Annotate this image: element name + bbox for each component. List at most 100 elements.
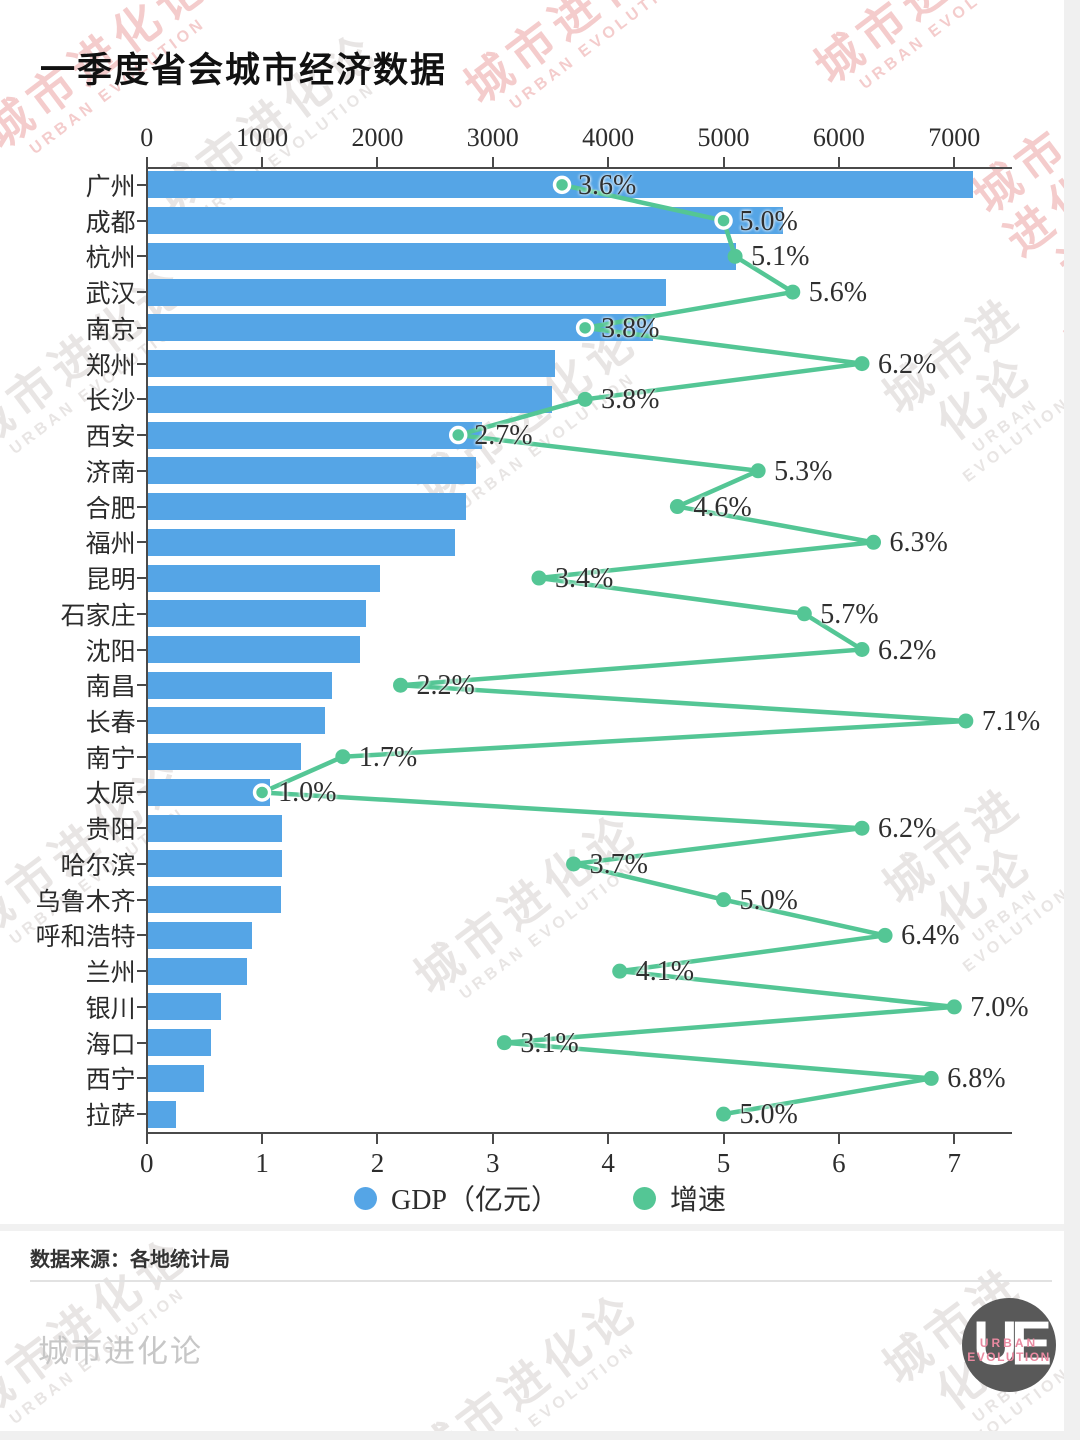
category-label: 西宁 [85, 1067, 136, 1095]
y-axis-category-tick [136, 434, 146, 437]
y-axis-category-tick [136, 219, 146, 222]
growth-value-label: 3.8% [601, 384, 660, 416]
top-axis-tick-label: 2000 [351, 123, 404, 152]
growth-marker [716, 1106, 732, 1122]
growth-value-label: 6.4% [901, 920, 960, 952]
gdp-bar [147, 457, 476, 485]
brand-name: 城市进化论 [38, 1334, 203, 1369]
growth-marker [566, 856, 582, 872]
growth-value-label: 6.2% [877, 348, 937, 380]
y-axis-category-tick [136, 648, 146, 651]
y-axis-category-tick [136, 934, 146, 937]
growth-value-label: 4.1% [635, 956, 695, 988]
top-axis-tick [376, 157, 379, 167]
growth-marker [923, 1070, 939, 1086]
gdp-bar [147, 385, 552, 413]
y-axis-category-tick [136, 862, 146, 865]
growth-marker [335, 749, 351, 765]
growth-value-label: 7.0% [970, 991, 1029, 1023]
gdp-bar [147, 564, 380, 592]
bottom-axis-line [145, 1132, 1012, 1134]
gdp-bar [147, 993, 222, 1021]
y-axis-category-tick [136, 1113, 146, 1116]
gdp-bar [147, 207, 784, 235]
growth-marker [785, 284, 801, 300]
category-label: 成都 [85, 209, 136, 237]
y-axis-category-tick [136, 612, 146, 615]
category-label: 海口 [85, 1031, 136, 1059]
gdp-bar [147, 600, 367, 628]
legend-label-gdp: GDP（亿元） [390, 1185, 559, 1216]
growth-value-label: 5.1% [751, 241, 810, 273]
y-axis-category-tick [136, 326, 146, 329]
gdp-bar [147, 636, 361, 663]
page-title: 一季度省会城市经济数据 [40, 51, 448, 90]
y-axis-category-tick [136, 469, 146, 472]
category-label: 广州 [85, 173, 136, 201]
category-label: 长春 [85, 709, 136, 737]
top-axis-tick-label: 4000 [582, 123, 635, 152]
bottom-axis-tick-label: 7 [947, 1148, 962, 1178]
gdp-bar [147, 957, 247, 985]
top-axis-tick [837, 157, 840, 167]
gdp-bar [147, 707, 326, 735]
y-axis-category-tick [136, 362, 146, 365]
category-label: 呼和浩特 [35, 924, 136, 952]
logo-ue-monogram: UE [972, 1309, 1052, 1379]
brand-logo: UE URBAN EVOLUTION [962, 1298, 1056, 1392]
top-axis-tick-label: 0 [140, 123, 154, 152]
growth-value-label: 6.2% [877, 634, 937, 666]
top-axis-tick [953, 157, 956, 167]
growth-value-label: 3.6% [578, 169, 637, 201]
y-axis-category-tick [136, 183, 146, 186]
category-label: 乌鲁木齐 [35, 888, 136, 916]
growth-marker [877, 927, 893, 943]
growth-value-label: 7.1% [981, 705, 1041, 737]
y-axis-category-tick [136, 684, 146, 687]
legend-item-growth: 增速 [633, 1178, 726, 1218]
legend-label-growth: 增速 [670, 1185, 727, 1216]
growth-value-label: 5.3% [774, 455, 833, 487]
growth-marker [866, 534, 882, 550]
y-axis-category-tick [136, 1005, 146, 1008]
category-label: 太原 [85, 781, 136, 809]
category-label: 济南 [85, 459, 136, 487]
category-label: 银川 [85, 995, 136, 1023]
y-axis-category-tick [136, 291, 146, 294]
bottom-axis-tick [607, 1134, 610, 1144]
logo-subtext-urban: URBAN [979, 1336, 1039, 1350]
category-label: 哈尔滨 [60, 852, 136, 880]
logo-subtext-evolution: EVOLUTION [967, 1350, 1051, 1364]
growth-value-label: 5.0% [739, 205, 798, 237]
growth-marker [393, 677, 409, 693]
growth-value-label: 3.4% [554, 563, 614, 595]
y-axis-category-tick [136, 398, 146, 401]
y-axis-category-tick [136, 970, 146, 973]
top-axis-tick [491, 157, 494, 167]
bottom-axis-tick-label: 2 [370, 1148, 385, 1178]
gdp-bar [147, 493, 466, 521]
growth-marker [716, 892, 732, 908]
section-divider-band [0, 1224, 1080, 1231]
growth-value-label: 5.7% [820, 598, 879, 630]
top-axis-tick [607, 157, 610, 167]
growth-marker [750, 463, 766, 479]
bottom-axis-tick-label: 4 [601, 1148, 615, 1178]
bottom-axis-tick [953, 1134, 956, 1144]
page-edge-bottom [0, 1431, 1080, 1440]
y-axis-category-tick [136, 255, 146, 258]
y-axis-category-tick [136, 719, 146, 722]
growth-marker [577, 391, 593, 407]
growth-value-label: 3.8% [601, 312, 660, 344]
gdp-bar [147, 1100, 177, 1128]
growth-value-label: 1.0% [278, 777, 337, 809]
y-axis-category-tick [136, 505, 146, 508]
top-axis-tick-label: 5000 [697, 123, 750, 152]
growth-legend-dot-icon [633, 1186, 656, 1210]
bottom-axis-tick [837, 1134, 840, 1144]
growth-value-label: 3.1% [520, 1027, 579, 1059]
gdp-bar [147, 778, 271, 806]
growth-value-label: 2.7% [474, 420, 533, 452]
gdp-bar [147, 528, 455, 556]
